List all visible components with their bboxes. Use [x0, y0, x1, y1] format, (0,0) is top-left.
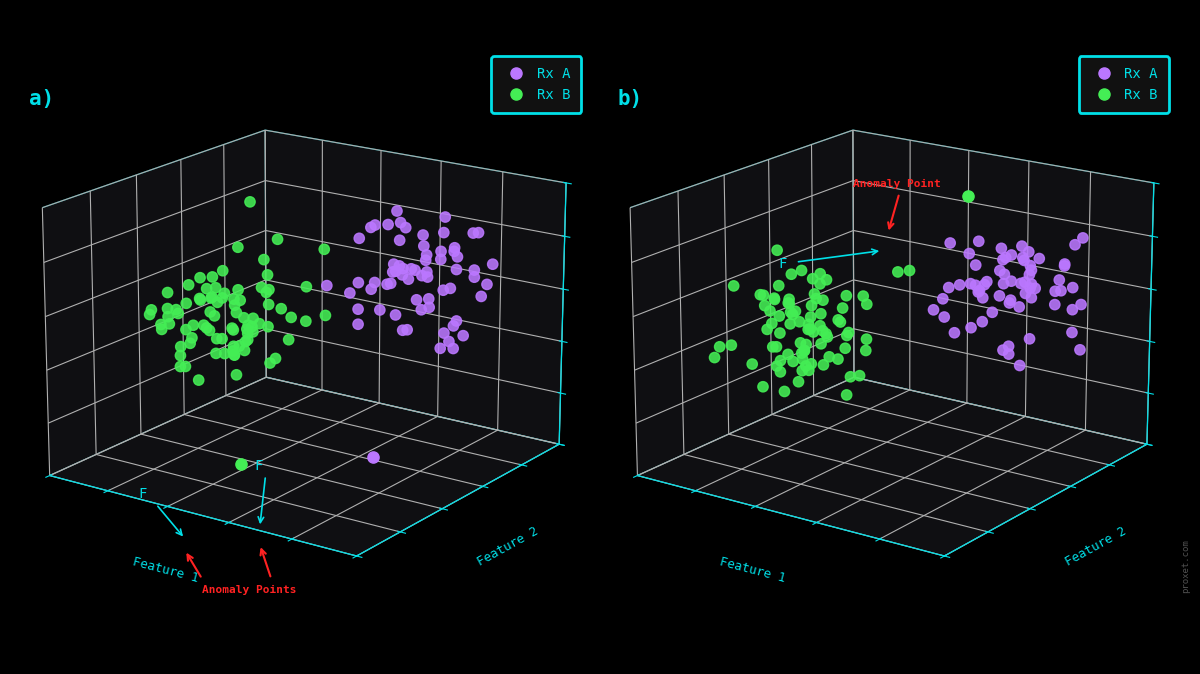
Legend: Rx A, Rx B: Rx A, Rx B — [1079, 56, 1169, 113]
Y-axis label: Feature 2: Feature 2 — [1063, 525, 1129, 569]
Text: Anomaly Point: Anomaly Point — [853, 179, 941, 189]
Text: b): b) — [617, 89, 642, 109]
Text: Anomaly Points: Anomaly Points — [202, 586, 296, 595]
X-axis label: Feature 1: Feature 1 — [719, 555, 787, 585]
Text: a): a) — [29, 89, 54, 109]
Text: F: F — [779, 257, 787, 271]
X-axis label: Feature 1: Feature 1 — [131, 555, 199, 585]
Text: F: F — [254, 458, 263, 472]
Text: proxet.com: proxet.com — [1182, 539, 1190, 593]
Text: F: F — [139, 487, 148, 501]
Legend: Rx A, Rx B: Rx A, Rx B — [491, 56, 581, 113]
Y-axis label: Feature 2: Feature 2 — [475, 525, 541, 569]
